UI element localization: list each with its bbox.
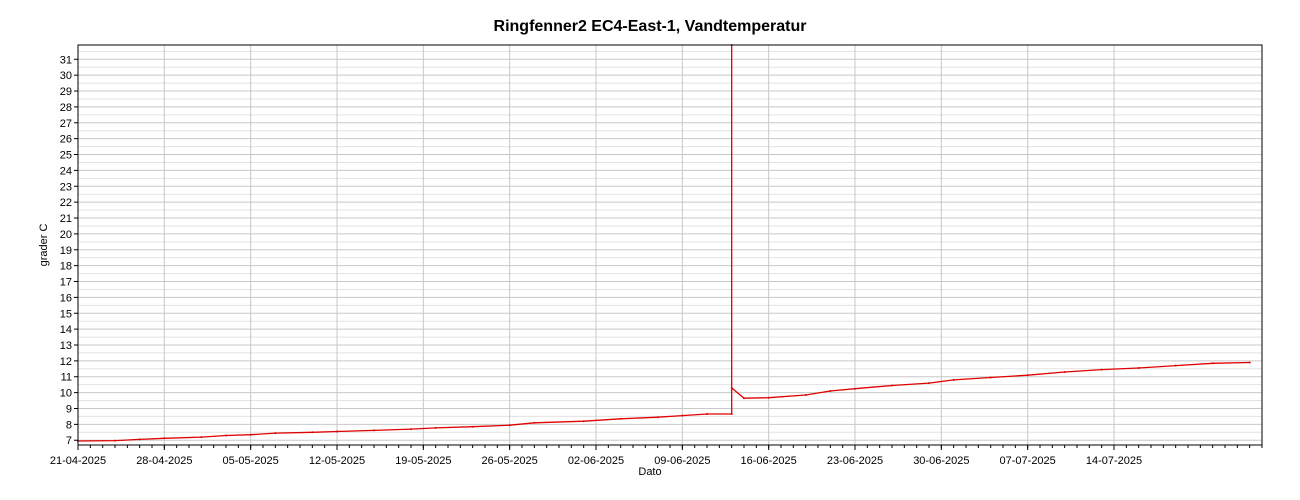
data-point xyxy=(743,397,745,400)
data-point xyxy=(311,431,314,434)
y-tick-label: 19 xyxy=(60,245,72,257)
x-tick-label: 21-04-2025 xyxy=(50,455,106,467)
y-tick-label: 17 xyxy=(60,277,72,289)
y-tick-label: 23 xyxy=(60,181,72,193)
y-tick-layer: 7 8 9 10 11 12 13 14 15 16 17 18 19 20 21 22 23 24 25 26 27 2… xyxy=(60,54,78,447)
data-point xyxy=(730,386,733,389)
chart-title: Ringfenner2 EC4-East-1, Vandtemperatur xyxy=(493,18,807,35)
x-tick-label: 09-06-2025 xyxy=(654,455,710,467)
data-point xyxy=(619,417,622,420)
data-point xyxy=(225,434,227,437)
data-point xyxy=(114,439,116,442)
y-tick-label: 11 xyxy=(61,372,72,384)
y-tick-label: 29 xyxy=(60,86,72,98)
y-tick-label: 30 xyxy=(60,70,72,82)
data-point xyxy=(989,376,992,379)
y-tick-label: 14 xyxy=(60,324,72,336)
data-point xyxy=(656,416,659,419)
x-tick-label: 02-06-2025 xyxy=(568,455,624,467)
x-tick-layer: 21-04-2025 28-04-2025 05-05-2025 12-05-2025… xyxy=(50,445,1263,467)
x-tick-label: 05-05-2025 xyxy=(223,455,279,467)
y-tick-label: 9 xyxy=(66,403,72,415)
y-tick-label: 15 xyxy=(60,308,72,320)
data-point xyxy=(681,414,684,417)
y-tick-label: 8 xyxy=(66,419,72,431)
y-tick-label: 18 xyxy=(60,261,72,273)
x-tick-label: 07-07-2025 xyxy=(1000,455,1056,467)
data-point xyxy=(471,425,474,428)
data-point xyxy=(1026,374,1029,377)
data-point xyxy=(508,424,511,427)
y-tick-label: 21 xyxy=(60,213,72,225)
x-tick-label: 14-07-2025 xyxy=(1086,455,1142,467)
data-point xyxy=(854,387,856,390)
x-tick-label: 12-05-2025 xyxy=(309,455,365,467)
y-tick-label: 13 xyxy=(60,340,72,352)
data-point xyxy=(249,433,252,436)
data-point xyxy=(373,429,375,432)
data-point xyxy=(891,384,893,387)
series-line-0 xyxy=(77,44,1250,442)
data-point xyxy=(829,390,832,392)
series-layer xyxy=(77,44,1251,442)
y-tick-label: 16 xyxy=(60,292,72,304)
data-point xyxy=(1248,361,1251,364)
data-point xyxy=(1063,371,1066,373)
x-tick-label: 19-05-2025 xyxy=(395,455,451,467)
data-point xyxy=(767,396,770,399)
data-point xyxy=(410,428,412,431)
data-point xyxy=(336,430,338,433)
data-point xyxy=(200,436,203,439)
y-tick-label: 26 xyxy=(60,134,72,146)
y-tick-label: 28 xyxy=(60,102,72,114)
data-point xyxy=(952,378,955,381)
y-tick-label: 25 xyxy=(60,150,72,162)
y-tick-label: 10 xyxy=(60,388,72,400)
x-tick-label: 16-06-2025 xyxy=(741,455,797,467)
data-point xyxy=(1211,362,1214,365)
x-axis-label: Dato xyxy=(638,466,662,478)
data-point xyxy=(533,421,536,424)
x-tick-label: 26-05-2025 xyxy=(482,455,538,467)
grid-layer xyxy=(77,45,1262,445)
y-tick-label: 22 xyxy=(60,197,72,209)
data-point xyxy=(1137,367,1140,369)
data-point xyxy=(274,432,277,435)
data-point xyxy=(804,394,807,396)
data-point xyxy=(1174,364,1177,367)
y-tick-label: 7 xyxy=(66,435,72,447)
x-tick-label: 23-06-2025 xyxy=(827,455,883,467)
y-tick-label: 27 xyxy=(60,118,72,130)
y-tick-label: 24 xyxy=(60,165,72,177)
data-point xyxy=(163,437,166,440)
data-point xyxy=(928,382,930,385)
y-tick-label: 12 xyxy=(60,356,72,368)
x-tick-label: 28-04-2025 xyxy=(136,455,192,467)
data-point xyxy=(706,413,708,415)
data-point xyxy=(434,426,437,429)
data-point xyxy=(138,438,141,441)
data-point xyxy=(1100,368,1103,371)
y-tick-label: 20 xyxy=(60,229,72,241)
data-point xyxy=(582,420,585,423)
data-point xyxy=(730,413,733,415)
y-tick-label: 31 xyxy=(60,54,72,66)
x-tick-label: 30-06-2025 xyxy=(913,455,969,467)
